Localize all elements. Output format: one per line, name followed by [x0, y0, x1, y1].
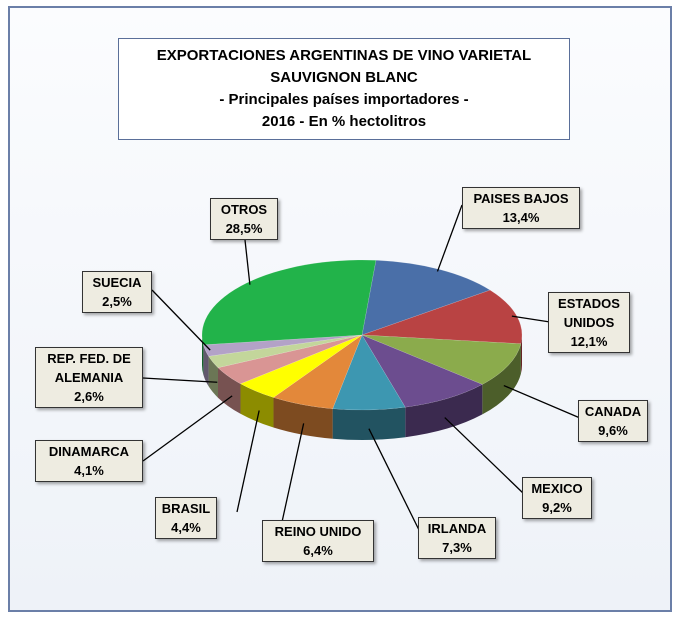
- leader-line: [368, 428, 421, 533]
- label-name: REINO UNIDO: [274, 524, 362, 539]
- data-label: PAISES BAJOS 13,4%: [462, 187, 580, 229]
- data-label: OTROS 28,5%: [210, 198, 278, 240]
- label-value: 7,3%: [442, 540, 472, 555]
- data-label: SUECIA 2,5%: [82, 271, 152, 313]
- slice-side: [273, 397, 333, 439]
- slice-side: [203, 344, 209, 387]
- leader-line: [236, 410, 260, 513]
- label-name: REP. FED. DE ALEMANIA: [47, 351, 131, 385]
- data-label: CANADA 9,6%: [578, 400, 648, 442]
- label-value: 4,4%: [171, 520, 201, 535]
- label-name: DINAMARCA: [48, 444, 130, 459]
- label-value: 28,5%: [225, 221, 263, 236]
- slice: [361, 334, 483, 408]
- label-name: MEXICO: [531, 481, 583, 496]
- data-label: REP. FED. DE ALEMANIA 2,6%: [35, 347, 143, 408]
- title-line: 2016 - En % hectolitros: [261, 113, 427, 130]
- data-label: IRLANDA 7,3%: [418, 517, 496, 559]
- leader-line: [444, 417, 525, 495]
- slice: [361, 260, 491, 336]
- slice: [272, 334, 363, 409]
- slice-side: [482, 343, 521, 415]
- slice: [201, 259, 377, 346]
- leader-line: [142, 377, 218, 383]
- slice-side: [520, 335, 522, 374]
- slice-side: [332, 407, 406, 440]
- label-value: 2,5%: [102, 294, 132, 309]
- slice: [239, 334, 363, 398]
- data-label: DINAMARCA 4,1%: [35, 440, 143, 482]
- title-line: EXPORTACIONES ARGENTINAS DE VINO VARIETA…: [156, 47, 532, 64]
- slice: [361, 289, 523, 345]
- slice: [208, 334, 363, 368]
- data-label: MEXICO 9,2%: [522, 477, 592, 519]
- data-label: BRASIL 4,4%: [155, 497, 217, 539]
- chart-title: EXPORTACIONES ARGENTINAS DE VINO VARIETA…: [118, 38, 570, 140]
- label-name: IRLANDA: [427, 521, 487, 536]
- data-label: ESTADOS UNIDOS 12,1%: [548, 292, 630, 353]
- label-name: BRASIL: [161, 501, 211, 516]
- leader-line: [436, 204, 463, 272]
- label-name: CANADA: [584, 404, 642, 419]
- leader-line: [244, 239, 251, 285]
- slice: [203, 334, 363, 357]
- slice: [217, 334, 363, 385]
- label-name: SUECIA: [92, 275, 142, 290]
- slice-side: [405, 384, 483, 438]
- label-value: 9,6%: [598, 423, 628, 438]
- label-value: 6,4%: [303, 543, 333, 558]
- label-value: 9,2%: [542, 500, 572, 515]
- slice-side: [208, 356, 218, 398]
- title-line: - Principales países importadores -: [219, 91, 469, 108]
- label-name: PAISES BAJOS: [473, 191, 569, 206]
- data-label: REINO UNIDO 6,4%: [262, 520, 374, 562]
- title-line: SAUVIGNON BLANC: [270, 69, 418, 86]
- label-name: ESTADOS UNIDOS: [558, 296, 620, 330]
- leader-line: [511, 315, 551, 323]
- leader-line: [503, 384, 581, 419]
- label-value: 4,1%: [74, 463, 104, 478]
- leader-line: [281, 423, 305, 523]
- slice-side: [240, 383, 274, 428]
- slice: [361, 334, 522, 385]
- slice: [332, 334, 406, 411]
- label-name: OTROS: [220, 202, 268, 217]
- leader-line: [151, 289, 211, 351]
- label-value: 13,4%: [502, 210, 540, 225]
- label-value: 12,1%: [570, 334, 608, 349]
- label-value: 2,6%: [74, 389, 104, 404]
- slice-side: [202, 335, 204, 375]
- leader-line: [142, 395, 233, 462]
